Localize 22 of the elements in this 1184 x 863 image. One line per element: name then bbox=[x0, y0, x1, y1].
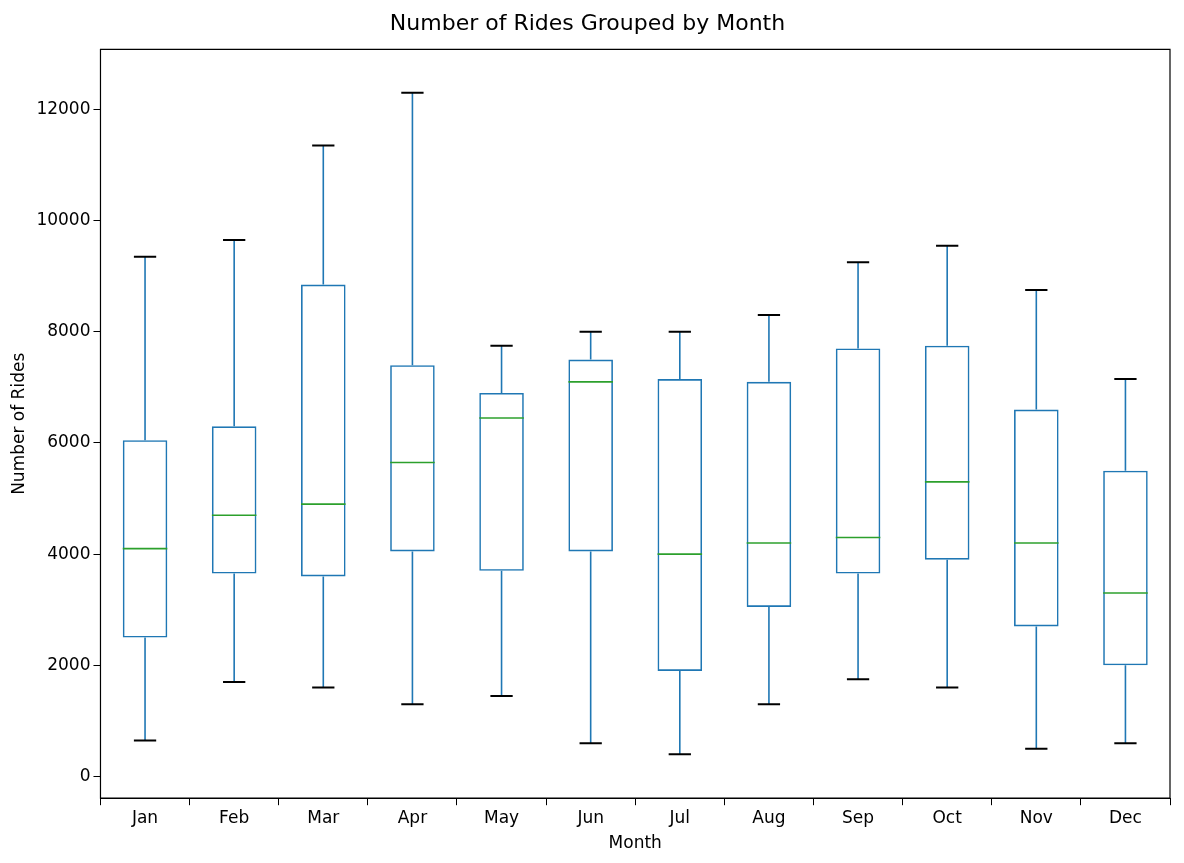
x-tick-label: Aug bbox=[752, 806, 786, 827]
x-tick-label: Nov bbox=[1019, 806, 1053, 827]
x-tick-label: Feb bbox=[219, 806, 250, 827]
x-tick-label: Apr bbox=[397, 806, 428, 827]
x-tick-label: May bbox=[483, 806, 520, 827]
x-tick-label: Dec bbox=[1108, 806, 1142, 827]
y-axis-title: Number of Rides bbox=[7, 352, 28, 495]
x-tick-label: Mar bbox=[307, 806, 340, 827]
y-tick-label: 0 bbox=[79, 764, 91, 785]
x-tick-label: Sep bbox=[842, 806, 875, 827]
y-tick-label: 8000 bbox=[47, 320, 91, 341]
y-tick-label: 4000 bbox=[47, 542, 91, 563]
y-tick-label: 12000 bbox=[36, 97, 91, 118]
x-tick-label: Jul bbox=[668, 806, 691, 827]
x-tick-label: Jan bbox=[130, 806, 159, 827]
y-tick-label: 6000 bbox=[47, 431, 91, 452]
x-tick-label: Oct bbox=[932, 806, 963, 827]
y-tick-label: 10000 bbox=[36, 209, 91, 230]
y-tick-label: 2000 bbox=[47, 653, 91, 674]
x-axis-title: Month bbox=[608, 832, 662, 853]
chart-title: Number of Rides Grouped by Month bbox=[389, 9, 786, 35]
x-tick-label: Jun bbox=[576, 806, 604, 827]
